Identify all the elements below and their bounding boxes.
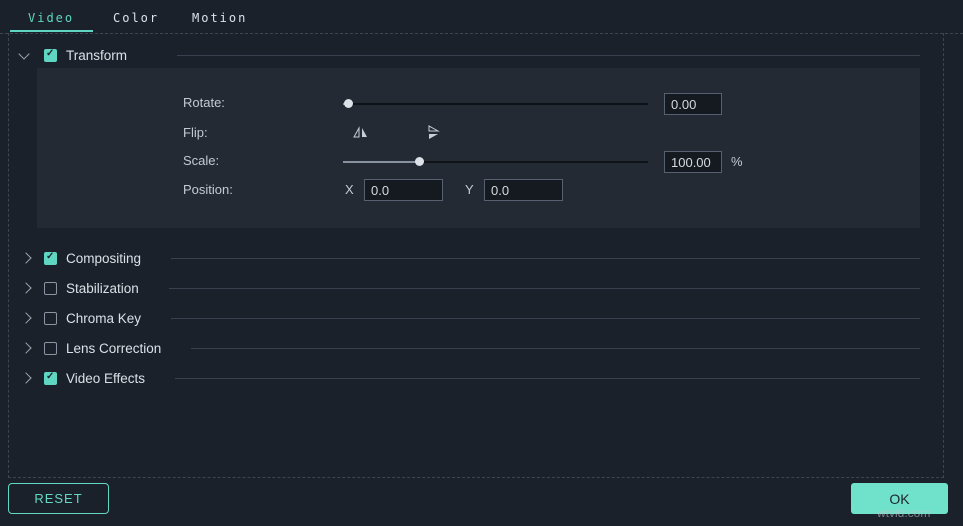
stabilization-checkbox[interactable]	[44, 281, 57, 295]
transform-checkbox[interactable]	[44, 48, 57, 62]
position-x-label: X	[345, 182, 354, 197]
chevron-right-icon[interactable]	[20, 341, 36, 355]
chevron-right-icon[interactable]	[20, 281, 36, 295]
section-row-video-effects[interactable]: Video Effects	[16, 367, 920, 389]
section-row-transform[interactable]: Transform	[16, 44, 920, 66]
slider-fill	[343, 161, 420, 163]
section-row-stabilization[interactable]: Stabilization	[16, 277, 920, 299]
rotate-value-input[interactable]	[664, 93, 722, 115]
rotate-slider-handle[interactable]	[343, 99, 353, 108]
section-label: Compositing	[66, 250, 142, 266]
content-dashed-border	[8, 33, 944, 478]
active-tab-underline	[10, 30, 93, 32]
chevron-right-icon[interactable]	[20, 311, 36, 325]
section-label: Video Effects	[66, 370, 146, 386]
scale-row: Scale: %	[37, 150, 920, 174]
flip-horizontal-icon[interactable]	[352, 124, 369, 141]
video-effects-checkbox[interactable]	[44, 371, 57, 385]
position-row: Position: X Y	[37, 179, 920, 203]
section-row-compositing[interactable]: Compositing	[16, 247, 920, 269]
chevron-right-icon[interactable]	[20, 251, 36, 265]
scale-slider-handle[interactable]	[415, 157, 425, 166]
ok-button[interactable]: OK	[851, 483, 948, 514]
section-label: Lens Correction	[66, 340, 162, 356]
section-divider-line	[171, 257, 920, 259]
section-label-transform: Transform	[66, 47, 128, 63]
divider-dashed-top	[0, 33, 963, 34]
slider-track	[343, 103, 648, 105]
compositing-checkbox[interactable]	[44, 251, 57, 265]
chroma-key-checkbox[interactable]	[44, 311, 57, 325]
scale-unit: %	[731, 154, 743, 169]
chevron-down-icon[interactable]	[18, 47, 36, 62]
section-divider-line	[168, 287, 920, 289]
chevron-right-icon[interactable]	[20, 371, 36, 385]
scale-label: Scale:	[183, 153, 220, 168]
tab-bar: Video Color Motion	[0, 0, 963, 33]
rotate-label: Rotate:	[183, 95, 225, 110]
position-label: Position:	[183, 182, 233, 197]
position-y-label: Y	[465, 182, 474, 197]
rotate-slider[interactable]	[343, 96, 648, 112]
tab-color[interactable]: Color	[113, 11, 160, 25]
position-x-input[interactable]	[364, 179, 443, 201]
flip-vertical-icon[interactable]	[425, 124, 442, 141]
section-label: Chroma Key	[66, 310, 142, 326]
tab-motion[interactable]: Motion	[192, 11, 248, 25]
transform-panel: Rotate: Flip: Scale: % Position: X	[37, 68, 920, 228]
section-divider-line	[191, 347, 920, 349]
section-row-lens-correction[interactable]: Lens Correction	[16, 337, 920, 359]
position-y-input[interactable]	[484, 179, 563, 201]
rotate-row: Rotate:	[37, 92, 920, 116]
section-label: Stabilization	[66, 280, 139, 296]
section-divider-line	[171, 317, 920, 319]
reset-button[interactable]: RESET	[8, 483, 109, 514]
flip-row: Flip:	[37, 122, 920, 146]
flip-label: Flip:	[183, 125, 208, 140]
section-divider-line	[177, 54, 920, 56]
tab-video[interactable]: Video	[28, 11, 75, 25]
section-divider-line	[175, 377, 920, 379]
slider-track	[343, 161, 648, 163]
section-row-chroma-key[interactable]: Chroma Key	[16, 307, 920, 329]
lens-correction-checkbox[interactable]	[44, 341, 57, 355]
scale-slider[interactable]	[343, 154, 648, 170]
scale-value-input[interactable]	[664, 151, 722, 173]
